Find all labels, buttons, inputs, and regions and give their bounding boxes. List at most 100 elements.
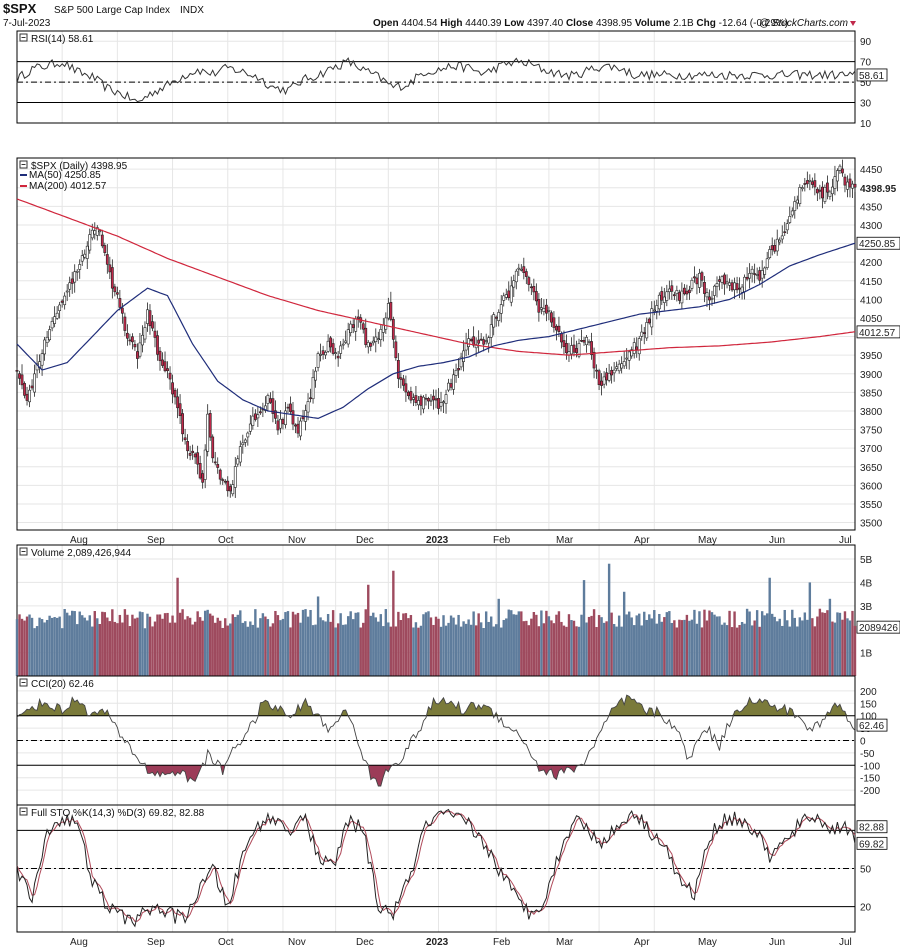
price-value-tag: 4250.85	[859, 239, 896, 250]
candle-down	[414, 395, 418, 403]
volume-bar	[495, 624, 498, 676]
candle-down	[805, 180, 809, 185]
x-month-label: Apr	[634, 535, 650, 546]
volume-bar	[763, 615, 766, 676]
volume-bar	[776, 621, 779, 676]
volume-bar	[502, 619, 505, 676]
volume-bar	[793, 617, 796, 676]
candle-down	[281, 419, 285, 425]
volume-bar	[625, 614, 628, 676]
volume-bar	[658, 613, 661, 676]
candle-down	[269, 398, 272, 403]
candle-down	[524, 271, 528, 277]
panel-toggle-icon[interactable]	[19, 547, 28, 556]
volume-bar	[178, 612, 182, 676]
volume-bar	[753, 620, 756, 676]
volume-bar	[638, 613, 641, 676]
candle-down	[166, 368, 169, 372]
candle-up	[233, 466, 237, 488]
candle-up	[40, 353, 44, 366]
volume-bar	[374, 617, 377, 676]
candle-down	[582, 340, 586, 343]
candle-down	[20, 374, 24, 386]
cci-tick-label: -50	[860, 749, 875, 760]
volume-bar	[660, 621, 664, 676]
candle-down	[15, 369, 19, 372]
candle-up	[795, 199, 799, 204]
volume-bar	[535, 614, 538, 676]
candle-down	[156, 335, 159, 355]
candle-up	[780, 235, 784, 240]
candle-down	[168, 372, 172, 380]
candle-up	[366, 342, 370, 348]
volume-bar	[191, 624, 194, 676]
candle-down	[60, 300, 64, 303]
candle-down	[595, 369, 598, 372]
volume-bar	[781, 625, 784, 676]
volume-bar	[163, 613, 167, 676]
volume-bar	[537, 626, 541, 676]
volume-bar	[733, 611, 736, 676]
volume-tick-label: 1B	[860, 649, 873, 660]
candle-down	[472, 336, 476, 346]
volume-bar	[648, 614, 651, 676]
volume-bar	[730, 627, 734, 676]
volume-bar	[640, 625, 643, 676]
volume-bar	[670, 622, 674, 676]
volume-bar	[266, 619, 270, 676]
candle-down	[527, 277, 531, 285]
volume-bar	[221, 627, 224, 676]
candle-up	[236, 458, 240, 465]
candle-up	[78, 264, 82, 270]
volume-bar	[695, 623, 699, 676]
cci-overbought-fill	[17, 695, 855, 716]
panel-toggle-icon[interactable]	[19, 807, 28, 816]
volume-bar	[394, 626, 398, 676]
candle-up	[733, 282, 736, 291]
volume-bar	[161, 618, 164, 676]
candle-up	[311, 377, 315, 400]
volume-bar	[635, 615, 638, 676]
volume-bar	[354, 612, 357, 676]
volume-bar	[720, 624, 724, 676]
candle-up	[755, 274, 759, 276]
volume-bar	[698, 611, 701, 676]
volume-bar	[605, 621, 608, 676]
candle-down	[507, 290, 511, 299]
volume-bar	[108, 621, 112, 676]
volume-bar	[349, 611, 352, 676]
candle-up	[778, 239, 782, 243]
x-month-label: May	[698, 937, 717, 948]
volume-bar	[121, 622, 124, 676]
candle-down	[394, 341, 398, 359]
candle-up	[740, 286, 744, 293]
volume-bar	[572, 620, 576, 676]
volume-bar	[336, 623, 340, 676]
candle-down	[336, 355, 340, 359]
candle-up	[788, 215, 792, 223]
panel-toggle-icon[interactable]	[19, 33, 28, 42]
volume-bar	[525, 620, 528, 676]
volume-bar	[236, 614, 239, 676]
panel-toggle-icon[interactable]	[19, 160, 28, 169]
volume-bar	[668, 611, 671, 676]
candles	[15, 159, 857, 498]
candle-down	[128, 339, 132, 342]
price-tick-label: 3500	[860, 519, 883, 530]
volume-bar	[76, 624, 79, 676]
volume-bar	[38, 617, 41, 676]
volume-bar	[276, 615, 280, 676]
candle-down	[183, 437, 187, 441]
candle-down	[276, 420, 280, 431]
candle-down	[677, 292, 681, 301]
candle-up	[75, 270, 79, 273]
panel-toggle-icon[interactable]	[19, 678, 28, 687]
candle-up	[80, 255, 84, 262]
candle-down	[258, 411, 262, 414]
volume-bar	[65, 612, 69, 676]
cci-tick-label: 100	[860, 712, 877, 723]
volume-bar	[758, 626, 761, 676]
legend-label: MA(50) 4250.85	[29, 170, 101, 181]
candle-down	[118, 298, 122, 308]
candle-down	[437, 398, 440, 409]
